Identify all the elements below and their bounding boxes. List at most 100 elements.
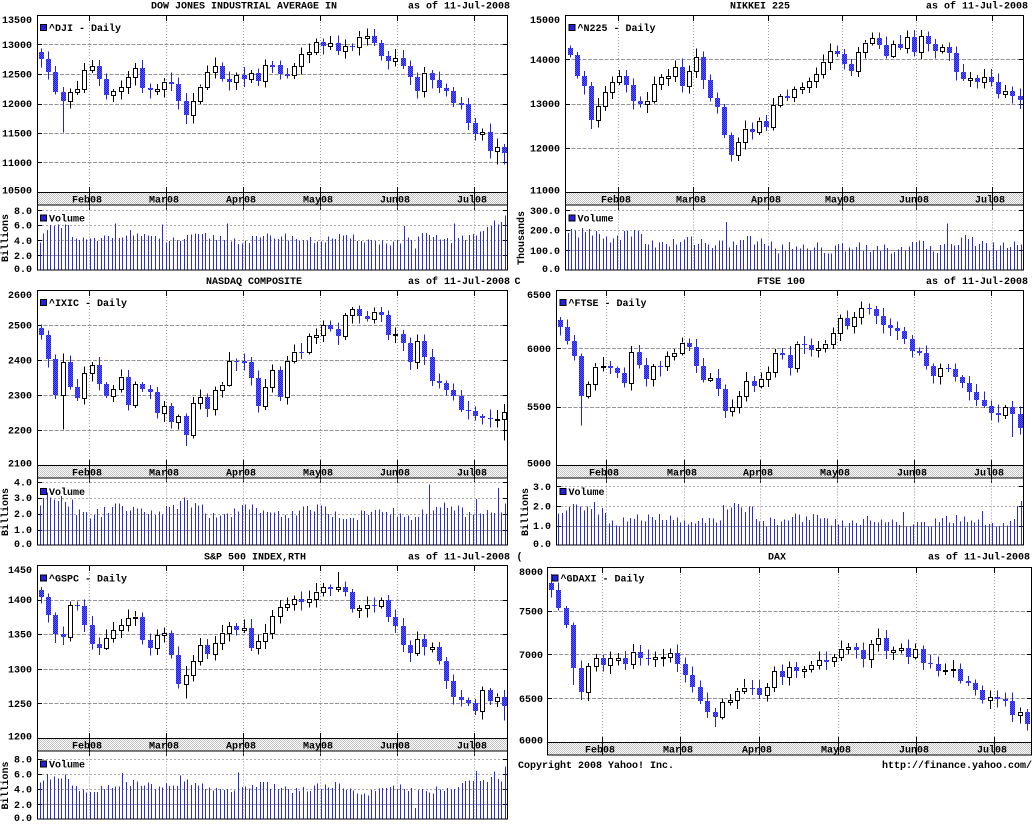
svg-text:May08: May08 <box>825 195 855 206</box>
svg-text:1.0: 1.0 <box>533 522 551 533</box>
svg-text:May08: May08 <box>303 741 333 752</box>
svg-text:Apr08: Apr08 <box>743 468 773 479</box>
svg-text:Billions: Billions <box>0 761 12 809</box>
svg-text:0.0: 0.0 <box>533 540 551 551</box>
svg-text:0.0: 0.0 <box>14 814 32 824</box>
svg-text:Mar08: Mar08 <box>149 741 179 752</box>
svg-text:as of 11-Jul-2008: as of 11-Jul-2008 <box>408 276 510 288</box>
svg-text:1350: 1350 <box>8 631 32 642</box>
svg-text:Feb08: Feb08 <box>601 194 631 206</box>
svg-text:as of 11-Jul-2008: as of 11-Jul-2008 <box>926 276 1028 288</box>
svg-text:200.0: 200.0 <box>530 227 560 238</box>
svg-text:7500: 7500 <box>519 607 543 618</box>
svg-text:Apr08: Apr08 <box>226 468 256 479</box>
svg-text:8000: 8000 <box>519 568 543 579</box>
svg-text:Feb08: Feb08 <box>72 194 102 206</box>
svg-text:6000: 6000 <box>519 737 543 748</box>
svg-text:2100: 2100 <box>8 460 32 471</box>
svg-text:^GSPC - Daily: ^GSPC - Daily <box>49 574 127 586</box>
svg-text:May08: May08 <box>820 468 850 479</box>
svg-text:1250: 1250 <box>8 700 32 711</box>
svg-text:2200: 2200 <box>8 427 32 438</box>
svg-text:10500: 10500 <box>2 187 32 198</box>
svg-text:6500: 6500 <box>527 291 551 302</box>
svg-text:^GDAXI - Daily: ^GDAXI - Daily <box>561 574 645 586</box>
svg-text:11000: 11000 <box>2 159 32 170</box>
svg-text:13000: 13000 <box>530 100 560 111</box>
svg-text:as of 11-Jul-2008: as of 11-Jul-2008 <box>926 1 1028 13</box>
svg-text:1450: 1450 <box>8 566 32 577</box>
svg-text:300.0: 300.0 <box>530 207 560 218</box>
svg-text:Mar08: Mar08 <box>149 468 179 479</box>
svg-text:Apr08: Apr08 <box>751 195 781 206</box>
svg-text:Apr08: Apr08 <box>226 195 256 206</box>
svg-text:2500: 2500 <box>8 322 32 333</box>
svg-text:6500: 6500 <box>519 695 543 706</box>
svg-text:C: C <box>515 277 521 288</box>
svg-text:DAX: DAX <box>768 553 786 564</box>
svg-text:^FTSE - Daily: ^FTSE - Daily <box>569 298 647 310</box>
svg-text:11000: 11000 <box>530 187 560 198</box>
svg-text:Jul08: Jul08 <box>457 467 487 479</box>
svg-text:Jul08: Jul08 <box>975 194 1005 206</box>
svg-text:as of 11-Jul-2008: as of 11-Jul-2008 <box>408 1 510 13</box>
svg-text:DOW JONES INDUSTRIAL AVERAGE I: DOW JONES INDUSTRIAL AVERAGE IN <box>151 2 337 13</box>
svg-text:1.0: 1.0 <box>14 526 32 537</box>
svg-text:4.0: 4.0 <box>14 237 32 248</box>
svg-text:2.0: 2.0 <box>14 510 32 521</box>
svg-text:0.0: 0.0 <box>14 265 32 276</box>
svg-text:NIKKEI 225: NIKKEI 225 <box>730 2 790 13</box>
svg-text:Billions: Billions <box>520 488 532 536</box>
svg-text:100.0: 100.0 <box>530 247 560 258</box>
svg-text:8.0: 8.0 <box>14 207 32 218</box>
svg-text:2.0: 2.0 <box>14 252 32 263</box>
svg-text:Apr08: Apr08 <box>742 745 772 756</box>
svg-text:Mar08: Mar08 <box>149 195 179 206</box>
svg-text:Mar08: Mar08 <box>676 195 706 206</box>
svg-text:12000: 12000 <box>2 100 32 111</box>
svg-text:Jul08: Jul08 <box>974 467 1004 479</box>
svg-text:5000: 5000 <box>527 460 551 471</box>
svg-text:15000: 15000 <box>530 16 560 27</box>
svg-text:1300: 1300 <box>8 665 32 676</box>
svg-text:12000: 12000 <box>530 144 560 155</box>
svg-text:Jul08: Jul08 <box>977 744 1007 756</box>
svg-text:3.0: 3.0 <box>533 483 551 494</box>
svg-text:as of 11-Jul-2008: as of 11-Jul-2008 <box>408 552 510 564</box>
svg-text:(: ( <box>517 552 523 564</box>
svg-text:Billions: Billions <box>0 488 12 536</box>
svg-text:Jun08: Jun08 <box>899 745 929 756</box>
svg-text:2400: 2400 <box>8 357 32 368</box>
svg-text:4.0: 4.0 <box>14 479 32 490</box>
svg-text:Feb08: Feb08 <box>72 740 102 752</box>
svg-text:NASDAQ COMPOSITE: NASDAQ COMPOSITE <box>206 277 302 288</box>
svg-text:Mar08: Mar08 <box>667 468 697 479</box>
svg-text:Apr08: Apr08 <box>226 741 256 752</box>
svg-text:2600: 2600 <box>8 291 32 302</box>
svg-text:4.0: 4.0 <box>14 786 32 797</box>
svg-text:2300: 2300 <box>8 392 32 403</box>
svg-text:1400: 1400 <box>8 596 32 607</box>
svg-text:Volume: Volume <box>578 214 614 226</box>
svg-text:Volume: Volume <box>49 214 85 226</box>
svg-text:Jun08: Jun08 <box>899 195 929 206</box>
svg-text:6.0: 6.0 <box>14 222 32 233</box>
svg-text:Jul08: Jul08 <box>457 194 487 206</box>
svg-text:May08: May08 <box>821 745 851 756</box>
svg-text:Volume: Volume <box>569 487 605 499</box>
svg-text:Thousands: Thousands <box>516 211 528 265</box>
svg-text:Copyright 2008 Yahoo! Inc.: Copyright 2008 Yahoo! Inc. <box>518 760 674 772</box>
svg-text:2.0: 2.0 <box>14 801 32 812</box>
svg-text:Jun08: Jun08 <box>380 468 410 479</box>
svg-text:14000: 14000 <box>530 56 560 67</box>
svg-text:Mar08: Mar08 <box>663 745 693 756</box>
svg-text:2.0: 2.0 <box>533 502 551 513</box>
svg-text:May08: May08 <box>303 195 333 206</box>
svg-text:Jun08: Jun08 <box>380 741 410 752</box>
svg-text:11500: 11500 <box>2 130 32 141</box>
svg-text:as of 11-Jul-2008: as of 11-Jul-2008 <box>928 552 1030 564</box>
svg-text:5500: 5500 <box>527 403 551 414</box>
svg-text:Billions: Billions <box>0 214 12 262</box>
svg-text:0.0: 0.0 <box>542 265 560 276</box>
svg-text:Feb08: Feb08 <box>72 467 102 479</box>
